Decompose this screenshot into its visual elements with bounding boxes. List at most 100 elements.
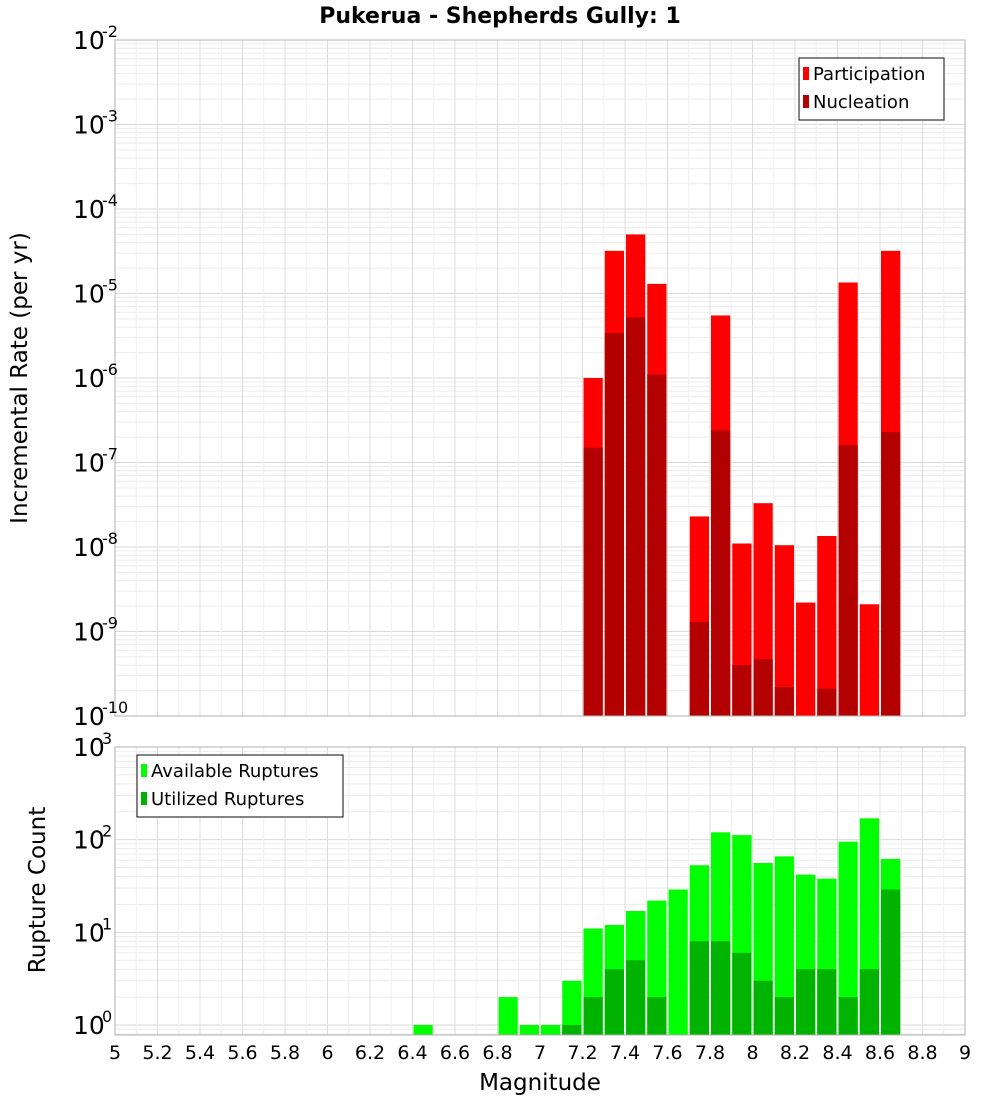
- rate-legend-swatch: [803, 95, 809, 108]
- rate-y-tick-label: 10: [73, 364, 105, 393]
- rate-y-tick-exponent: -6: [102, 360, 118, 379]
- rate-y-tick-label: 10: [73, 26, 105, 55]
- rate-bar-primary: [796, 602, 816, 716]
- count-bar-secondary: [774, 997, 794, 1035]
- x-tick-label: 5.4: [185, 1042, 215, 1064]
- count-bar-secondary: [838, 997, 858, 1035]
- count-y-tick-label: 10: [73, 826, 105, 855]
- x-tick-label: 6.8: [482, 1042, 512, 1064]
- count-bar-primary: [562, 980, 582, 1035]
- x-tick-label: 8.6: [865, 1042, 895, 1064]
- chart-title: Pukerua - Shepherds Gully: 1: [319, 4, 681, 29]
- count-bar-primary: [838, 841, 858, 1035]
- x-tick-label: 6.4: [397, 1042, 427, 1064]
- count-y-tick-label: 10: [73, 733, 105, 762]
- rate-y-tick-exponent: -3: [102, 107, 118, 126]
- count-y-tick-exponent: 3: [102, 729, 112, 748]
- rate-bar-primary: [774, 545, 794, 716]
- rate-legend-box: [798, 57, 945, 121]
- count-bars: [413, 818, 901, 1035]
- rate-y-tick-label: 10: [73, 280, 105, 309]
- rate-y-tick-exponent: -10: [102, 698, 128, 717]
- rate-plot-frame: [114, 39, 966, 717]
- count-bar-secondary: [796, 969, 816, 1035]
- rate-y-tick-exponent: -2: [102, 22, 118, 41]
- count-legend-label: Utilized Ruptures: [151, 789, 304, 810]
- rate-bar-secondary: [604, 333, 624, 716]
- count-bar-primary: [774, 856, 794, 1035]
- count-y-tick-exponent: 1: [102, 914, 112, 933]
- x-tick-label: 7.8: [695, 1042, 725, 1064]
- rate-bar-primary: [817, 535, 837, 716]
- count-y-tick-exponent: 0: [102, 1007, 112, 1026]
- rate-panel: 10-1010-910-810-710-610-510-410-310-2Par…: [73, 22, 966, 731]
- count-bar-primary: [541, 1025, 561, 1035]
- count-y-tick-label: 10: [73, 1011, 105, 1040]
- rate-legend-label: Participation: [813, 64, 925, 85]
- x-tick-label: 8.2: [780, 1042, 810, 1064]
- rate-bar-secondary: [711, 430, 731, 716]
- rate-bars: [583, 234, 901, 716]
- count-bar-primary: [413, 1025, 433, 1035]
- rate-grid: [115, 40, 965, 716]
- rate-y-tick-label: 10: [73, 702, 105, 731]
- rate-y-tick-exponent: -8: [102, 529, 118, 548]
- x-tick-label: 6.2: [355, 1042, 385, 1064]
- x-tick-label: 7.2: [567, 1042, 597, 1064]
- count-bar-secondary: [753, 980, 773, 1035]
- count-bar-secondary: [604, 969, 624, 1035]
- count-bar-primary: [498, 997, 518, 1035]
- rate-y-tick-exponent: -5: [102, 276, 118, 295]
- x-tick-label: 7: [534, 1042, 546, 1064]
- x-tick-label: 5: [109, 1042, 121, 1064]
- count-bar-primary: [519, 1025, 539, 1035]
- x-tick-label: 7.4: [610, 1042, 640, 1064]
- x-axis-label: Magnitude: [479, 1070, 601, 1096]
- count-bar-secondary: [647, 997, 667, 1035]
- rate-y-tick-label: 10: [73, 195, 105, 224]
- x-tick-label: 6.6: [440, 1042, 470, 1064]
- count-legend-swatch: [141, 792, 147, 805]
- rate-bar-primary: [859, 604, 879, 716]
- rate-bar-secondary: [583, 447, 603, 716]
- rate-y-tick-exponent: -9: [102, 614, 118, 633]
- count-y-tick-label: 10: [73, 918, 105, 947]
- x-tick-labels: 5 5.2 5.4 5.6 5.8 6 6.2 6.4 6.6 6.8 7 7.2 7.4 7.6 7.8 8…: [109, 1042, 971, 1064]
- count-legend-box: [136, 754, 344, 818]
- rate-y-tick-exponent: -4: [102, 191, 118, 210]
- rate-legend: Participation Nucleation: [798, 57, 945, 121]
- x-tick-label: 8.8: [907, 1042, 937, 1064]
- x-tick-label: 6: [321, 1042, 333, 1064]
- count-legend-swatch: [141, 764, 147, 777]
- count-bar-secondary: [711, 941, 731, 1035]
- rate-bar-secondary: [689, 621, 709, 716]
- x-tick-label: 7.6: [652, 1042, 682, 1064]
- rate-bar-secondary: [753, 659, 773, 716]
- rate-y-tick-label: 10: [73, 618, 105, 647]
- rate-y-axis-label: Incremental Rate (per yr): [7, 232, 33, 524]
- count-bar-primary: [668, 889, 688, 1035]
- rate-bar-secondary: [626, 317, 646, 716]
- count-y-axis-label: Rupture Count: [25, 807, 51, 973]
- x-tick-label: 8.4: [822, 1042, 852, 1064]
- rate-bar-secondary: [774, 687, 794, 716]
- rate-bar-secondary: [732, 665, 752, 716]
- count-bar-secondary: [881, 889, 901, 1035]
- count-bar-secondary: [583, 997, 603, 1035]
- rate-y-tick-label: 10: [73, 449, 105, 478]
- count-bar-secondary: [562, 1025, 582, 1035]
- rate-legend-swatch: [803, 67, 809, 80]
- count-legend-label: Available Ruptures: [151, 761, 319, 782]
- rate-y-tick-exponent: -7: [102, 445, 118, 464]
- count-plot-frame: [114, 746, 966, 1036]
- count-bar-secondary: [689, 941, 709, 1035]
- count-legend: Available Ruptures Utilized Ruptures: [136, 754, 344, 818]
- x-tick-label: 5.8: [270, 1042, 300, 1064]
- x-tick-label: 8: [746, 1042, 758, 1064]
- count-bar-secondary: [626, 960, 646, 1035]
- rate-y-tick-label: 10: [73, 533, 105, 562]
- rate-y-tick-label: 10: [73, 111, 105, 140]
- rate-legend-label: Nucleation: [813, 92, 909, 113]
